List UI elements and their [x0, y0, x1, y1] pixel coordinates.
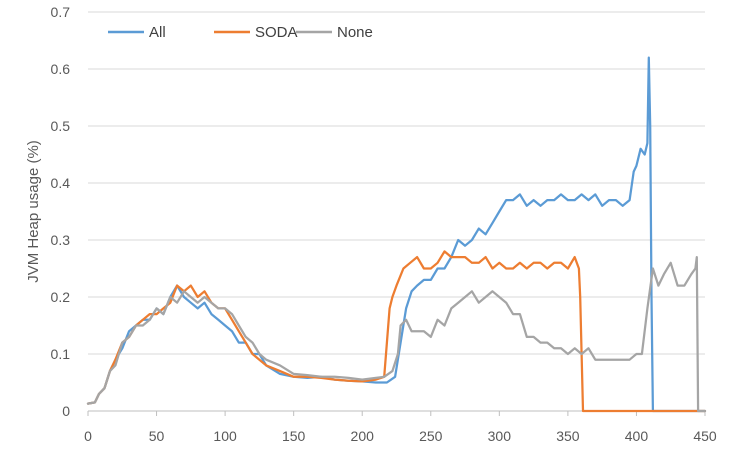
legend-label-all: All — [149, 24, 166, 41]
x-tick-label: 150 — [282, 428, 306, 444]
y-tick-label: 0.5 — [51, 118, 71, 134]
x-tick-label: 200 — [351, 428, 375, 444]
x-axis-ticks: 0 50 100 150 200 250 300 350 400 450 — [84, 411, 717, 444]
series-line-soda — [86, 250, 707, 413]
x-tick-label: 100 — [213, 428, 237, 444]
y-tick-label: 0.2 — [51, 289, 71, 305]
legend: All SODA None — [108, 24, 373, 41]
y-tick-label: 0.7 — [51, 4, 71, 20]
x-tick-label: 350 — [556, 428, 580, 444]
y-axis-ticks: 0 0.1 0.2 0.3 0.4 0.5 0.6 0.7 — [51, 4, 71, 419]
legend-label-soda: SODA — [255, 24, 298, 41]
x-tick-label: 0 — [84, 428, 92, 444]
series-line-none — [86, 255, 707, 413]
legend-label-none: None — [337, 24, 373, 41]
y-tick-label: 0.6 — [51, 61, 71, 77]
series-lines — [86, 56, 707, 413]
y-tick-label: 0.4 — [51, 175, 71, 191]
y-tick-label: 0.1 — [51, 346, 71, 362]
x-tick-label: 300 — [488, 428, 512, 444]
y-tick-label: 0 — [62, 403, 70, 419]
y-axis-label: JVM Heap usage (%) — [25, 140, 42, 283]
x-tick-label: 250 — [419, 428, 443, 444]
x-tick-label: 50 — [149, 428, 165, 444]
x-tick-label: 450 — [693, 428, 717, 444]
y-tick-label: 0.3 — [51, 232, 71, 248]
gridlines — [88, 11, 705, 355]
x-tick-label: 400 — [625, 428, 649, 444]
